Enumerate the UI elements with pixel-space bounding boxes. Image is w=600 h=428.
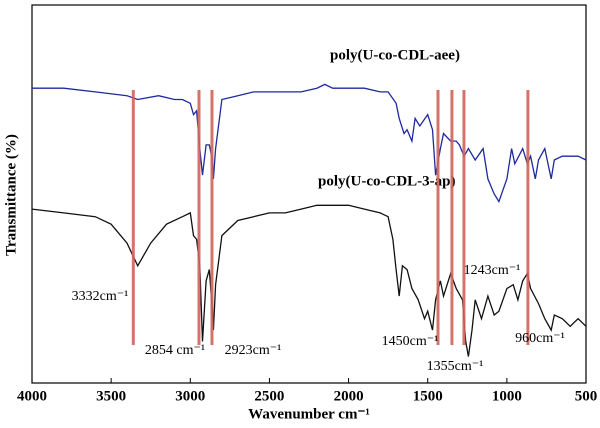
x-tick-label: 2500 <box>254 388 284 404</box>
marker-label: 2923cm⁻¹ <box>225 343 282 358</box>
x-tick-label: 1500 <box>413 388 443 404</box>
marker-label: 3332cm⁻¹ <box>72 289 129 304</box>
y-axis-title: Transmittance (%) <box>3 134 19 256</box>
plot-frame <box>31 4 587 384</box>
x-tick-label: 1000 <box>492 388 522 404</box>
series-label: poly(U-co-CDL-3-ap) <box>318 173 455 189</box>
x-tick-label: 4000 <box>17 388 47 404</box>
marker-label: 1243cm⁻¹ <box>464 263 521 278</box>
marker-label: 2854 cm⁻¹ <box>145 343 205 358</box>
x-axis-title: Wavenumber cm⁻¹ <box>248 406 370 422</box>
series-line <box>32 83 587 204</box>
series-label: poly(U-co-CDL-aee) <box>330 47 460 63</box>
marker-label: 1355cm⁻¹ <box>427 359 484 374</box>
marker-label: 960cm⁻¹ <box>515 331 565 346</box>
x-tick-label: 3000 <box>175 388 205 404</box>
marker-label: 1450cm⁻¹ <box>382 334 439 349</box>
x-tick-label: 2000 <box>334 388 364 404</box>
x-tick-label: 3500 <box>96 388 126 404</box>
x-tick-label: 500 <box>575 388 598 404</box>
series-line <box>31 204 587 357</box>
